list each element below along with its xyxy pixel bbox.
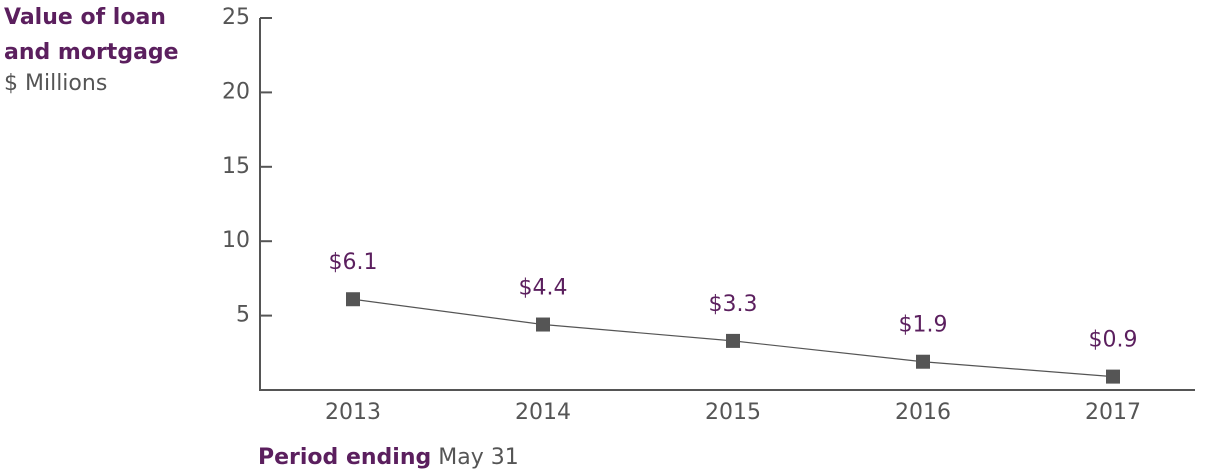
point-marker [346, 292, 360, 307]
x-axis-title: Period ending May 31 [258, 445, 519, 470]
value-label: $1.9 [899, 313, 948, 338]
value-label: $3.3 [709, 292, 758, 317]
y-tick-label: 5 [236, 303, 250, 328]
value-label: $6.1 [329, 250, 378, 275]
y-axis-title: Value of loan [4, 5, 166, 30]
point-marker [726, 333, 740, 348]
y-tick-label: 10 [222, 228, 250, 253]
x-tick-label: 2016 [895, 400, 951, 425]
x-tick-label: 2014 [515, 400, 571, 425]
y-axis-unit: $ Millions [4, 71, 107, 96]
x-tick-label: 2017 [1085, 400, 1141, 425]
x-axis-note: May 31 [438, 445, 518, 470]
x-tick-label: 2013 [325, 400, 381, 425]
value-label: $4.4 [519, 276, 568, 301]
y-tick-label: 20 [222, 79, 250, 104]
y-axis-title: and mortgage [4, 40, 179, 65]
point-marker [536, 317, 550, 332]
x-axis-label: Period ending [258, 445, 431, 470]
point-marker [1106, 369, 1120, 384]
y-tick-label: 25 [222, 5, 250, 30]
x-tick-label: 2015 [705, 400, 761, 425]
value-label: $0.9 [1089, 328, 1138, 353]
y-tick-label: 15 [222, 154, 250, 179]
point-marker [916, 354, 930, 369]
